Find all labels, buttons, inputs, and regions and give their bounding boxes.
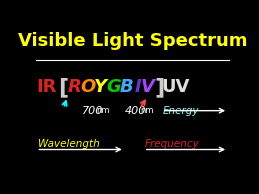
Text: UV: UV xyxy=(162,78,190,96)
Text: nm: nm xyxy=(140,106,153,115)
Text: R: R xyxy=(68,78,82,96)
Text: Visible Light Spectrum: Visible Light Spectrum xyxy=(18,32,248,50)
Text: Wavelength: Wavelength xyxy=(38,139,100,149)
Text: O: O xyxy=(80,78,95,96)
Text: 700: 700 xyxy=(82,106,103,116)
Text: Frequency: Frequency xyxy=(145,139,199,149)
Text: I: I xyxy=(134,78,141,96)
Text: V: V xyxy=(141,78,155,96)
Text: 400: 400 xyxy=(125,106,146,116)
Text: Y: Y xyxy=(94,78,107,96)
Text: Energy: Energy xyxy=(163,106,199,116)
Text: B: B xyxy=(120,78,134,96)
Text: ]: ] xyxy=(155,77,165,97)
Text: [: [ xyxy=(59,77,69,97)
Text: nm: nm xyxy=(97,106,110,115)
Text: G: G xyxy=(106,78,121,96)
Text: IR: IR xyxy=(36,78,57,96)
